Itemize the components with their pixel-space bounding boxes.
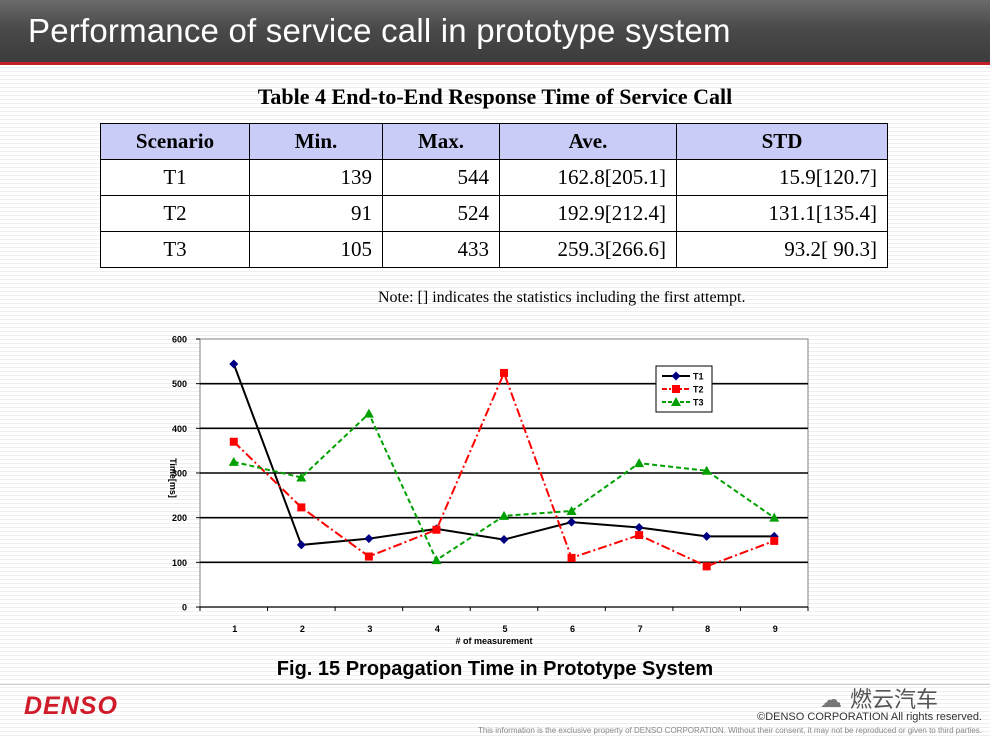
footer-divider [0,684,990,685]
slide-header: Performance of service call in prototype… [0,0,990,65]
y-tick-label: 200 [172,513,187,523]
table-cell: 105 [249,231,383,268]
column-header: STD [676,123,888,160]
table-cell: 259.3[266.6] [499,231,677,268]
denso-logo: DENSO [24,692,118,720]
data-point [701,465,712,475]
data-point [499,535,509,545]
data-point [769,512,780,522]
watermark-text: 燃云汽车 [850,688,939,713]
wechat-icon: ☁ [820,688,842,713]
data-point [228,456,239,466]
legend-label: T1 [693,372,704,382]
y-tick-label: 100 [172,558,187,568]
x-tick-label: 8 [705,624,710,634]
column-header: Ave. [499,123,677,160]
data-point [671,397,681,406]
table-title: Table 4 End-to-End Response Time of Serv… [257,84,733,109]
data-point [229,359,239,369]
table-note: Note: [] indicates the statistics includ… [378,289,746,306]
figure-caption: Fig. 15 Propagation Time in Prototype Sy… [276,658,714,680]
copyright-notice: ©DENSO CORPORATION All rights reserved. [757,711,982,723]
data-point [770,536,779,545]
disclaimer-text: This information is the exclusive proper… [477,726,982,735]
y-axis-label: Time[ms] [168,458,178,498]
x-tick-label: 3 [367,624,372,634]
table-cell: 15.9[120.7] [676,159,888,196]
x-tick-label: 5 [502,624,507,634]
data-point [297,503,306,512]
slide-title: Performance of service call in prototype… [28,12,731,49]
column-header: Max. [382,123,500,160]
data-point [499,510,509,520]
data-point [364,534,374,544]
data-point [702,531,712,541]
y-tick-label: 300 [172,469,187,479]
data-point [702,562,711,571]
table-cell: 91 [249,195,383,232]
legend-label: T2 [693,385,704,395]
data-point [431,555,442,565]
table-header-row: Scenario Min. Max. Ave. STD [100,123,888,160]
data-point [364,552,373,561]
y-tick-label: 0 [182,603,187,613]
data-point [635,531,644,540]
data-point [567,553,576,562]
data-point [634,522,644,532]
data-point [432,525,441,534]
y-tick-label: 600 [172,335,187,345]
x-tick-label: 7 [638,624,643,634]
table-row: T3 105 433 259.3[266.6] 93.2[ 90.3] [100,231,888,268]
data-point [671,371,681,381]
response-time-table: Scenario Min. Max. Ave. STD T1 139 544 1… [100,123,888,268]
table-row: T1 139 544 162.8[205.1] 15.9[120.7] [100,159,888,196]
legend-label: T3 [693,398,704,408]
watermark: ☁ 燃云汽车 [820,682,938,714]
data-point [229,437,238,446]
x-tick-label: 9 [773,624,778,634]
x-tick-label: 2 [300,624,305,634]
data-point [500,368,508,377]
data-point [672,385,680,393]
table-cell: 93.2[ 90.3] [676,231,888,268]
data-point [296,472,307,482]
table-cell: 544 [382,159,500,196]
data-point [634,458,645,468]
column-header: Min. [249,123,383,160]
data-point [567,517,577,527]
x-tick-label: 4 [435,624,440,634]
data-point [566,505,577,515]
y-tick-label: 400 [172,424,187,434]
column-header: Scenario [100,123,250,160]
x-tick-label: 1 [232,624,237,634]
table-cell: 162.8[205.1] [499,159,677,196]
data-point [363,408,374,418]
data-point [296,540,306,550]
y-tick-label: 500 [172,379,187,389]
x-tick-label: 6 [570,624,575,634]
table-cell: 139 [249,159,383,196]
x-axis-label: # of measurement [455,636,532,646]
